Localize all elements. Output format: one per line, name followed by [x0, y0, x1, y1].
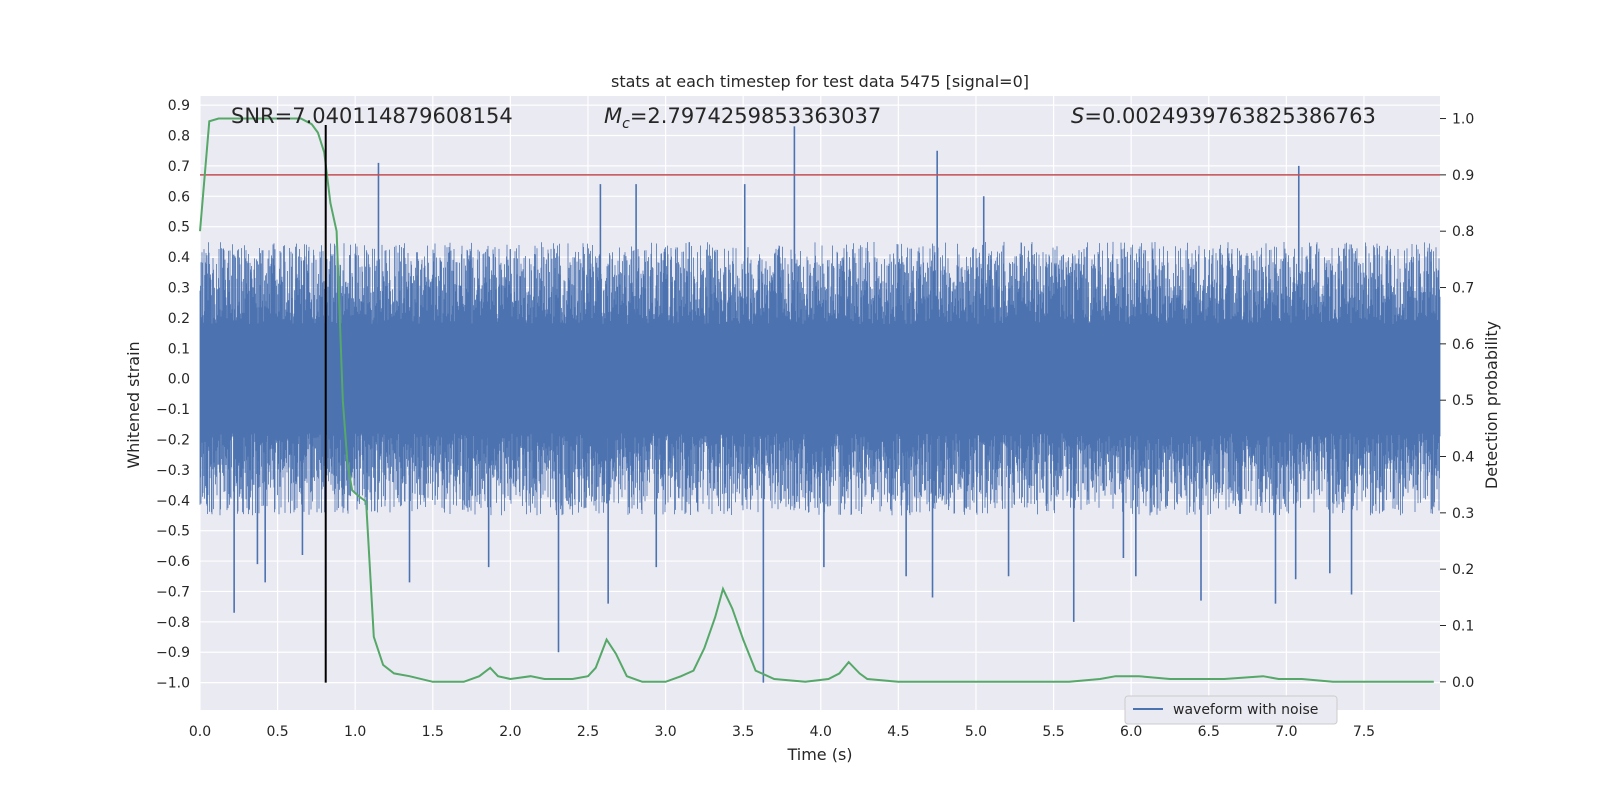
y-tick-labels: 0.9 0.8 0.7 0.6 0.5 0.4 0.3 0.2 0.1 0.0 −0.1 −0.2 −0…	[156, 98, 190, 692]
y-tick-label: 0.7	[168, 159, 190, 175]
y-tick-label: 0.0	[168, 372, 190, 388]
y2-tick-labels: 1.0 0.9 0.8 0.7 0.6 0.5 0.4 0.3 0.2 0.1 0.0	[1440, 112, 1474, 691]
y2-tick-label: 0.1	[1452, 619, 1474, 635]
x-tick-label: 6.0	[1120, 724, 1142, 740]
y2-tick-label: 0.2	[1452, 562, 1474, 578]
x-tick-label: 4.0	[810, 724, 832, 740]
x-tick-label: 1.0	[344, 724, 366, 740]
y-tick-label: 0.5	[168, 220, 190, 236]
s-symbol: S	[1071, 104, 1084, 128]
x-tick-label: 5.5	[1042, 724, 1064, 740]
y-tick-label: −0.5	[156, 524, 190, 540]
strain-series	[199, 126, 1441, 683]
y2-tick-label: 0.3	[1452, 506, 1474, 522]
x-axis-label: Time (s)	[786, 745, 852, 764]
probability-curve	[199, 117, 1434, 683]
y-tick-label: 0.6	[168, 189, 190, 205]
chart-title: stats at each timestep for test data 547…	[611, 72, 1029, 91]
legend-entry-waveform: waveform with noise	[1173, 702, 1318, 718]
y-tick-label: −0.2	[156, 432, 190, 448]
y-tick-label: −1.0	[156, 676, 190, 692]
y-tick-label: −0.3	[156, 463, 190, 479]
y-tick-label: 0.4	[168, 250, 190, 266]
y-tick-label: −0.9	[156, 645, 190, 661]
y-tick-label: −0.6	[156, 554, 190, 570]
x-tick-label: 0.0	[189, 724, 211, 740]
y-tick-label: 0.9	[168, 98, 190, 114]
y-tick-label: 0.8	[168, 129, 190, 145]
y2-tick-label: 0.4	[1452, 450, 1474, 466]
y-tick-label: −0.8	[156, 615, 190, 631]
y-tick-label: −0.1	[156, 402, 190, 418]
y-tick-label: −0.7	[156, 584, 190, 600]
x-tick-label: 5.0	[965, 724, 987, 740]
x-tick-label: 3.5	[732, 724, 754, 740]
s-annotation: S=0.002493976382538676​3	[1071, 104, 1376, 128]
y2-tick-label: 0.9	[1452, 168, 1474, 184]
chirp-mass-subscript: c	[622, 116, 630, 132]
x-tick-label: 1.5	[422, 724, 444, 740]
chirp-mass-value: =2.7974259853363037	[630, 104, 881, 128]
y2-tick-label: 0.5	[1452, 393, 1474, 409]
overlay-layer	[199, 117, 1440, 683]
y-tick-label: −0.4	[156, 493, 190, 509]
s-value: =0.002493976382538676​3	[1084, 104, 1376, 128]
x-tick-label: 2.0	[499, 724, 521, 740]
y2-tick-label: 0.8	[1452, 224, 1474, 240]
x-tick-label: 7.0	[1275, 724, 1297, 740]
chirp-mass-symbol: M	[604, 104, 622, 128]
legend-box	[1124, 695, 1338, 725]
y2-tick-label: 0.7	[1452, 281, 1474, 297]
y-tick-label: 0.2	[168, 311, 190, 327]
snr-annotation: SNR=7.040114879608154	[231, 104, 513, 128]
x-tick-label: 4.5	[887, 724, 909, 740]
x-tick-label: 7.5	[1353, 724, 1375, 740]
y2-axis-label: Detection probability	[1482, 321, 1501, 489]
y-tick-label: 0.3	[168, 280, 190, 296]
y-axis-label: Whitened strain	[124, 341, 143, 468]
x-tick-label: 3.0	[654, 724, 676, 740]
y2-tick-label: 0.6	[1452, 337, 1474, 353]
x-tick-labels: 0.0 0.5 1.0 1.5 2.0 2.5 3.0 3.5 4.0 4.5 5.0 5.5 6.0 6…	[189, 724, 1375, 740]
y2-tick-label: 0.0	[1452, 675, 1474, 691]
x-tick-label: 0.5	[266, 724, 288, 740]
strain-trace	[199, 241, 1441, 516]
legend: waveform with noise	[1124, 695, 1338, 725]
chirp-mass-annotation: Mc=2.7974259853363037	[604, 104, 881, 132]
y-tick-label: 0.1	[168, 341, 190, 357]
x-tick-label: 2.5	[577, 724, 599, 740]
x-tick-label: 6.5	[1198, 724, 1220, 740]
y2-tick-label: 1.0	[1452, 112, 1474, 128]
